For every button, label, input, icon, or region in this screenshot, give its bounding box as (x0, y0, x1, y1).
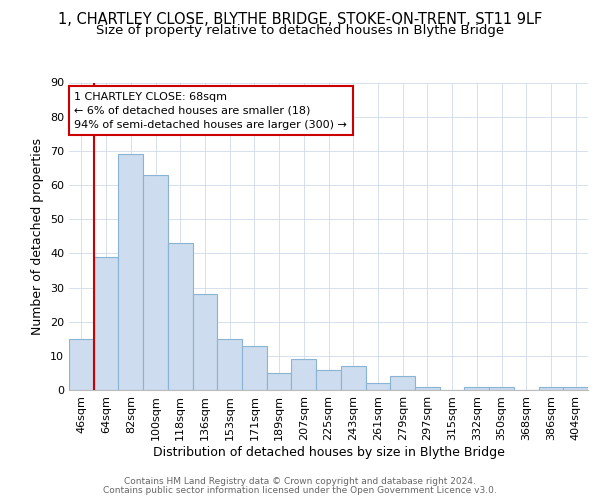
Text: 1, CHARTLEY CLOSE, BLYTHE BRIDGE, STOKE-ON-TRENT, ST11 9LF: 1, CHARTLEY CLOSE, BLYTHE BRIDGE, STOKE-… (58, 12, 542, 28)
X-axis label: Distribution of detached houses by size in Blythe Bridge: Distribution of detached houses by size … (152, 446, 505, 458)
Bar (242, 346, 267, 390)
Text: 1 CHARTLEY CLOSE: 68sqm
← 6% of detached houses are smaller (18)
94% of semi-det: 1 CHARTLEY CLOSE: 68sqm ← 6% of detached… (74, 92, 347, 130)
Bar (390, 376, 415, 390)
Bar (563, 386, 588, 390)
Bar (539, 386, 563, 390)
Bar (341, 366, 365, 390)
Bar (94, 257, 118, 390)
Y-axis label: Number of detached properties: Number of detached properties (31, 138, 44, 335)
Bar (464, 386, 489, 390)
Bar (365, 383, 390, 390)
Bar (118, 154, 143, 390)
Bar (267, 373, 292, 390)
Bar (316, 370, 341, 390)
Bar (415, 386, 440, 390)
Bar (168, 243, 193, 390)
Text: Contains public sector information licensed under the Open Government Licence v3: Contains public sector information licen… (103, 486, 497, 495)
Bar (193, 294, 217, 390)
Bar (292, 359, 316, 390)
Bar (217, 339, 242, 390)
Text: Size of property relative to detached houses in Blythe Bridge: Size of property relative to detached ho… (96, 24, 504, 37)
Bar (69, 339, 94, 390)
Bar (489, 386, 514, 390)
Bar (143, 175, 168, 390)
Text: Contains HM Land Registry data © Crown copyright and database right 2024.: Contains HM Land Registry data © Crown c… (124, 477, 476, 486)
